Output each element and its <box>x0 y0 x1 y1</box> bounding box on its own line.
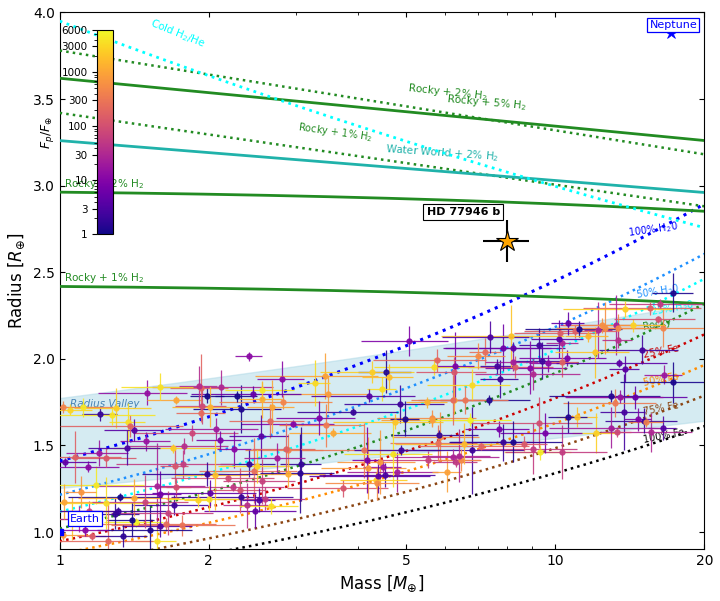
Text: 50% H$_2$0: 50% H$_2$0 <box>635 281 681 302</box>
Text: 75% Fe: 75% Fe <box>642 400 680 416</box>
Text: Rocky + 2% H$_2$: Rocky + 2% H$_2$ <box>407 81 488 103</box>
X-axis label: Mass [$M_{\oplus}$]: Mass [$M_{\oplus}$] <box>339 574 425 594</box>
Text: Rocky: Rocky <box>642 317 672 332</box>
Y-axis label: Radius [$R_{\oplus}$]: Radius [$R_{\oplus}$] <box>7 233 27 329</box>
Text: 100% Fe: 100% Fe <box>642 427 685 445</box>
Text: Rocky + 1% H$_2$: Rocky + 1% H$_2$ <box>297 120 374 144</box>
Text: Neptune: Neptune <box>649 20 697 30</box>
Text: Rocky + 2% H$_2$: Rocky + 2% H$_2$ <box>64 177 144 191</box>
Text: Rocky + 5% H$_2$: Rocky + 5% H$_2$ <box>446 92 527 112</box>
Text: Radius Valley: Radius Valley <box>70 399 140 409</box>
Text: Water World + 2% H$_2$: Water World + 2% H$_2$ <box>385 142 500 163</box>
Text: Cold H$_2$/He: Cold H$_2$/He <box>148 16 207 51</box>
Text: 25% Fe: 25% Fe <box>642 344 680 360</box>
Text: Rocky + 1% H$_2$: Rocky + 1% H$_2$ <box>64 271 144 285</box>
Text: 25% H$_2$0: 25% H$_2$0 <box>649 297 696 319</box>
Text: HD 77946 b: HD 77946 b <box>426 207 500 217</box>
Text: Earth: Earth <box>70 514 100 523</box>
Text: 100% H$_2$0: 100% H$_2$0 <box>628 219 680 240</box>
Y-axis label: $F_p/F_{\oplus}$: $F_p/F_{\oplus}$ <box>39 116 55 148</box>
Text: 50% Fe: 50% Fe <box>642 372 680 388</box>
